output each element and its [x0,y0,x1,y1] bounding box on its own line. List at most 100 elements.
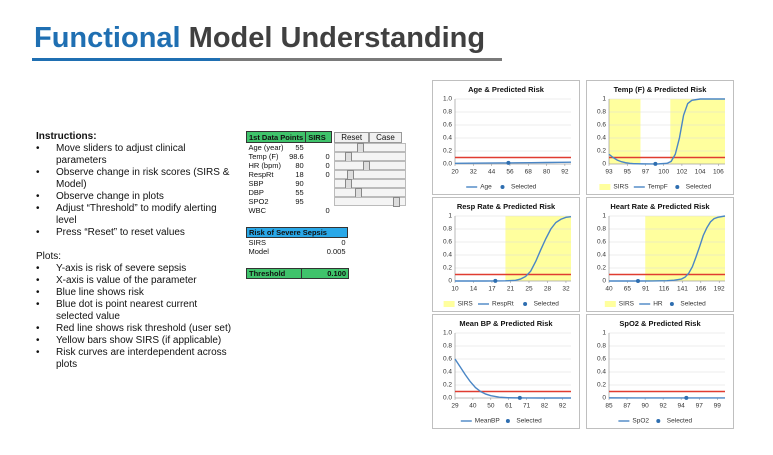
row-label: Age (year) [248,143,284,152]
selected-point [493,278,498,283]
row-sirs: 0 [325,161,330,170]
legend-swatch [599,184,611,190]
row-value[interactable]: 0.100 [301,268,349,279]
risk-line [608,98,725,165]
y-tick-label: 0.4 [443,135,452,142]
slider[interactable] [333,170,406,180]
y-tick-label: 0.6 [597,122,606,129]
x-tick-label: 141 [677,286,688,293]
list-item: Risk curves are interdependent across pl… [36,347,236,371]
chart-title: SpO2 & Predicted Risk [619,319,701,328]
x-tick-label: 44 [488,169,496,176]
row-value: 18 [295,170,304,179]
legend-swatch [669,302,674,306]
x-tick-label: 25 [525,286,533,293]
row-label: HR (bpm) [248,161,282,170]
y-tick-label: 1 [602,330,606,337]
table-row: DBP 55 [247,188,408,198]
x-tick-label: 95 [624,169,632,176]
header-cell: Risk of Severe Sepsis [246,227,348,238]
y-tick-label: 1 [602,96,606,103]
row-label: SPO2 [248,197,269,206]
slider-cell [332,170,408,180]
x-tick-label: 29 [451,403,459,410]
slider[interactable] [333,152,406,162]
legend-swatch [604,301,616,307]
plots-heading: Plots: [36,251,62,262]
slider[interactable] [333,142,406,153]
list-item: Press “Reset” to reset values [36,227,236,239]
x-tick-label: 71 [523,403,531,410]
slider[interactable] [333,188,406,198]
y-tick-label: 0 [602,278,606,285]
chart-panel: SpO2 & Predicted Risk 0 0.2 0.4 0.6 0.8 1 85 87 9… [586,314,734,429]
title-rest: Model Understanding [188,22,486,54]
row-label: SBP [248,179,264,188]
x-tick-label: 97 [642,169,650,176]
legend-swatch [675,185,680,189]
row-label: WBC [248,206,267,215]
chart-panel: Resp Rate & Predicted Risk 0 0.2 0.4 0.6 0.8 1… [432,197,580,312]
sirs-band [670,99,725,164]
chart: Mean BP & Predicted Risk 0.0 0.2 0.4 0.6 0.8 1… [443,319,571,425]
risk-table: Risk of Severe Sepsis SIRS 0 Model 0.005 [246,227,348,256]
x-tick-label: 85 [605,403,613,410]
row-value: 55 [295,188,304,197]
x-tick-label: 97 [696,403,704,410]
y-tick-label: 0.8 [443,226,452,233]
legend-swatch [443,301,455,307]
x-tick-label: 40 [469,403,477,410]
x-tick-label: 17 [488,286,496,293]
y-tick-label: 0.2 [443,148,452,155]
table-row: Model 0.005 [247,247,348,256]
y-tick-label: 0.4 [597,135,606,142]
row-label: Threshold [246,268,302,279]
list-item: Red line shows risk threshold (user set) [36,323,236,335]
slider-cell [332,179,408,189]
x-tick-label: 21 [507,286,515,293]
chart: Resp Rate & Predicted Risk 0 0.2 0.4 0.6 0.8 1… [443,202,572,308]
slider-thumb[interactable] [392,197,400,207]
row-sirs: 0 [325,206,330,215]
slider[interactable] [333,179,406,189]
selected-point [653,161,658,166]
list-item: Yellow bars show SIRS (if applicable) [36,335,236,347]
title-accent: Functional [34,22,181,54]
row-value: 55 [295,143,304,152]
row-label: SIRS [248,238,267,247]
y-tick-label: 0.6 [443,356,452,363]
legend-label: SpO2 [632,418,649,425]
row-value [287,206,306,215]
x-tick-label: 40 [605,286,613,293]
header-cell: 1st Data Points [245,131,307,143]
x-tick-label: 104 [695,169,706,176]
slider-cell [332,142,408,153]
row-sirs: 0 [325,170,330,179]
y-tick-label: 0.6 [443,122,452,129]
x-tick-label: 106 [713,169,724,176]
row-value: 95 [295,197,304,206]
instructions-heading: Instructions: [36,131,97,142]
row-value: 0.005 [326,247,346,256]
x-tick-label: 92 [561,169,569,176]
selected-point [684,395,689,400]
chart: Heart Rate & Predicted Risk 0 0.2 0.4 0.6 0.8… [597,202,726,308]
table-row: Temp (F) 98.6 0 [247,152,408,162]
chart-panel: Temp (F) & Predicted Risk 0 0.2 0.4 0.6 0.8 1 9… [586,80,734,195]
button[interactable]: Case [369,131,402,143]
spreadsheet: 1st Data Points SIRS Reset Case Age (year) 55… [245,131,408,279]
x-tick-label: 65 [624,286,632,293]
slider[interactable] [333,161,406,171]
header-row: Risk of Severe Sepsis [246,227,348,238]
chart-title: Age & Predicted Risk [468,85,545,94]
table-row: HR (bpm) 80 0 [247,161,408,171]
button[interactable]: Reset [334,131,370,143]
table-row: RespRt 18 0 [247,170,408,180]
risk-line [454,358,571,399]
header-cell: SIRS [305,131,333,143]
notes: Instructions: Move sliders to adjust cli… [36,131,236,371]
slider[interactable] [333,197,406,207]
x-tick-label: 32 [470,169,478,176]
threshold-table: Threshold 0.100 [246,268,349,279]
list-item: X-axis is value of the parameter [36,275,236,287]
